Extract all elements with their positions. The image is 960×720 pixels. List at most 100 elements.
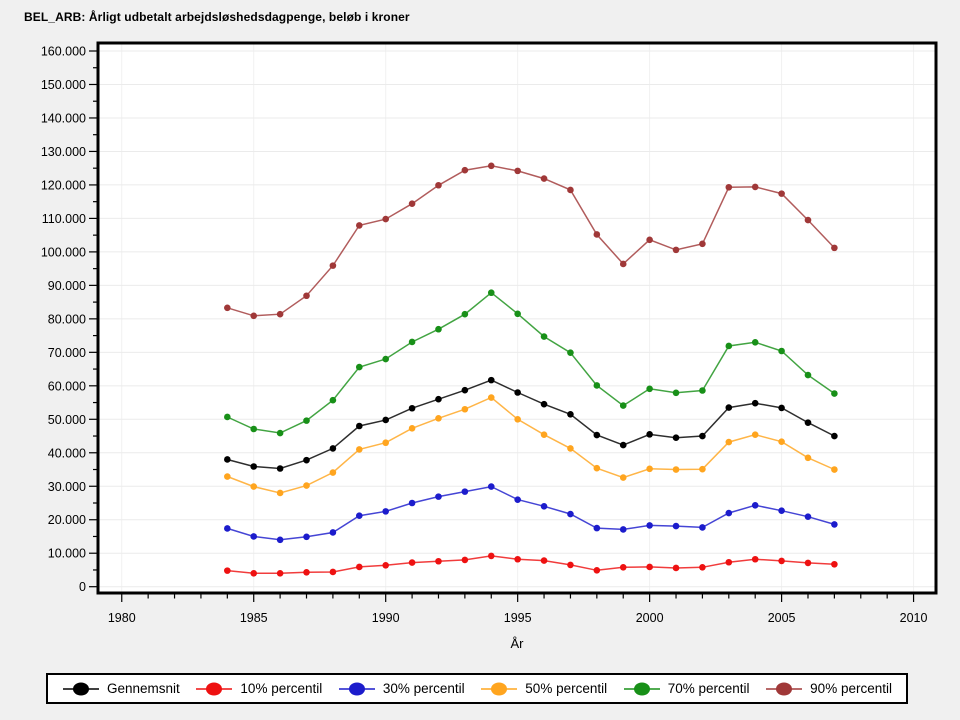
data-point-30-percentil — [725, 509, 733, 517]
series-line-90-percentil — [227, 165, 835, 317]
data-point-gennemsnit — [514, 389, 521, 396]
data-point-10-percentil — [461, 556, 469, 564]
data-point-10-percentil — [224, 567, 231, 574]
data-point-90-percentil — [408, 200, 416, 207]
data-point-gennemsnit — [276, 465, 284, 472]
data-point-30-percentil — [355, 512, 363, 520]
data-point-90-percentil — [751, 183, 759, 191]
data-point-gennemsnit — [461, 386, 469, 394]
data-point-90-percentil — [831, 244, 838, 252]
data-point-50-percentil — [276, 489, 284, 497]
data-point-70-percentil — [725, 342, 733, 350]
legend-item-30-percentil: 30% percentil — [338, 681, 465, 697]
data-point-90-percentil — [672, 246, 680, 254]
data-point-gennemsnit — [593, 431, 601, 439]
legend-marker-icon — [338, 682, 375, 695]
data-point-50-percentil — [646, 465, 653, 473]
data-point-10-percentil — [435, 557, 442, 565]
data-point-50-percentil — [804, 454, 812, 462]
series-line-70-percentil — [226, 291, 835, 434]
y-tick-label: 90.000 — [48, 279, 86, 293]
data-point-10-percentil — [329, 568, 337, 576]
data-point-10-percentil — [276, 570, 284, 577]
data-point-10-percentil — [303, 569, 310, 576]
data-point-gennemsnit — [224, 456, 231, 463]
data-point-gennemsnit — [725, 404, 733, 411]
series-line-30-percentil — [227, 485, 835, 541]
data-point-30-percentil — [699, 524, 706, 531]
data-point-70-percentil — [646, 385, 653, 393]
data-point-70-percentil — [699, 387, 706, 394]
series-line-gennemsnit — [227, 379, 835, 470]
data-point-gennemsnit — [804, 419, 812, 426]
x-axis-title: År — [510, 636, 524, 651]
legend-label: 70% percentil — [667, 681, 750, 696]
data-point-90-percentil — [435, 181, 442, 189]
data-point-gennemsnit — [540, 400, 548, 408]
data-point-70-percentil — [487, 289, 495, 297]
data-point-70-percentil — [619, 402, 627, 409]
data-point-70-percentil — [804, 371, 812, 379]
data-point-30-percentil — [672, 522, 680, 530]
data-point-30-percentil — [540, 503, 548, 510]
y-tick-label: 20.000 — [48, 513, 86, 527]
data-point-50-percentil — [329, 469, 337, 476]
data-point-70-percentil — [461, 310, 469, 318]
data-point-90-percentil — [487, 162, 495, 170]
data-point-gennemsnit — [250, 463, 258, 470]
data-point-30-percentil — [382, 508, 389, 515]
data-point-50-percentil — [831, 466, 838, 473]
data-point-90-percentil — [725, 183, 733, 191]
data-point-50-percentil — [778, 438, 785, 446]
data-point-50-percentil — [751, 431, 759, 438]
y-tick-label: 130.000 — [41, 145, 86, 159]
data-point-gennemsnit — [487, 376, 495, 384]
data-point-10-percentil — [831, 560, 838, 568]
data-point-90-percentil — [250, 312, 258, 320]
data-point-30-percentil — [276, 536, 284, 544]
y-tick-label: 60.000 — [48, 379, 86, 393]
y-tick-label: 140.000 — [41, 111, 86, 125]
legend-marker-icon — [481, 682, 518, 695]
data-point-gennemsnit — [699, 432, 706, 440]
data-point-30-percentil — [303, 533, 310, 541]
data-point-70-percentil — [672, 389, 680, 397]
data-point-30-percentil — [646, 522, 653, 529]
data-point-90-percentil — [699, 240, 706, 248]
data-point-30-percentil — [804, 513, 812, 521]
data-point-50-percentil — [408, 425, 416, 432]
data-point-30-percentil — [224, 525, 231, 532]
data-point-70-percentil — [751, 338, 759, 346]
plot-background — [98, 43, 936, 593]
data-point-50-percentil — [672, 466, 680, 473]
series-line-10-percentil — [227, 555, 835, 575]
legend-marker-icon — [63, 682, 99, 695]
data-point-30-percentil — [593, 524, 601, 532]
data-point-10-percentil — [699, 563, 706, 571]
data-point-10-percentil — [751, 555, 759, 563]
data-point-30-percentil — [461, 488, 469, 495]
data-point-70-percentil — [276, 429, 284, 437]
plot-frame — [96, 41, 938, 595]
data-point-10-percentil — [382, 561, 389, 569]
x-tick-label: 1980 — [108, 611, 136, 625]
data-point-10-percentil — [646, 563, 653, 571]
y-tick-label: 110.000 — [42, 212, 86, 226]
data-point-30-percentil — [487, 483, 495, 490]
data-point-10-percentil — [355, 563, 363, 571]
data-point-gennemsnit — [831, 432, 838, 440]
data-point-90-percentil — [303, 292, 310, 300]
data-point-50-percentil — [303, 482, 310, 489]
data-point-90-percentil — [224, 304, 231, 312]
legend-label: 10% percentil — [240, 681, 323, 696]
data-point-30-percentil — [250, 533, 258, 540]
x-tick-label: 1995 — [504, 611, 532, 625]
data-point-90-percentil — [593, 231, 601, 238]
data-point-30-percentil — [567, 510, 574, 518]
data-point-10-percentil — [514, 555, 521, 563]
data-point-50-percentil — [593, 464, 601, 472]
data-point-90-percentil — [514, 167, 521, 175]
data-point-70-percentil — [250, 425, 258, 433]
data-point-50-percentil — [725, 438, 733, 446]
data-point-10-percentil — [672, 564, 680, 572]
